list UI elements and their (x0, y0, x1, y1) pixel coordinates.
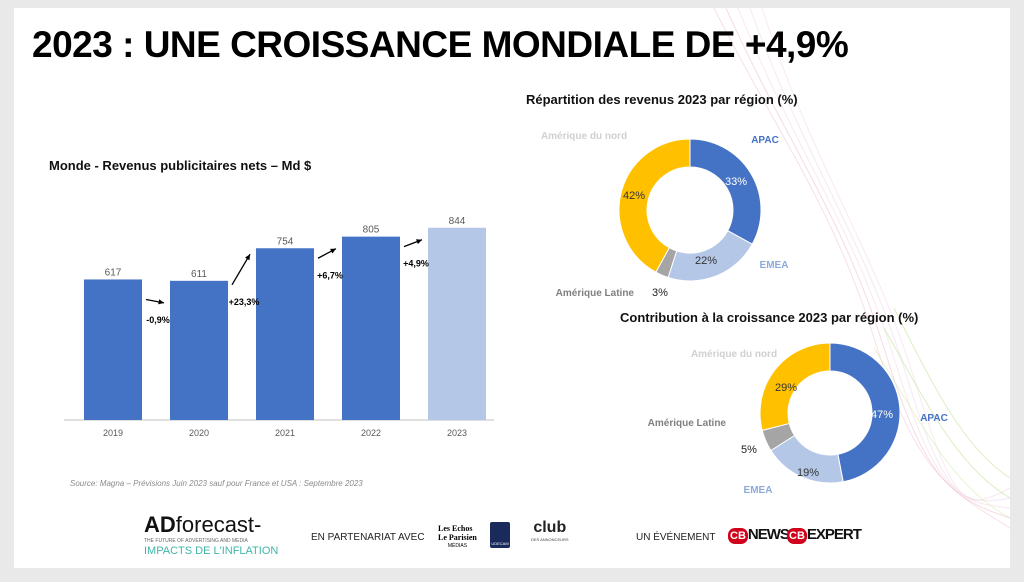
x-tick-label: 2020 (189, 428, 209, 438)
slide-title: 2023 : UNE CROISSANCE MONDIALE DE +4,9% (32, 24, 849, 65)
bar-value-label: 805 (363, 225, 380, 236)
bar-2021 (256, 248, 314, 420)
donut-slice-apac (689, 138, 762, 245)
donut-category-label: APAC (920, 413, 948, 424)
source-note: Source: Magna – Prévisions Juin 2023 sau… (70, 479, 363, 488)
donut-category-label: EMEA (760, 260, 789, 271)
donut-slice-amérique-du-nord (759, 342, 831, 432)
bar-2023 (428, 227, 486, 420)
bar-value-label: 844 (449, 216, 466, 227)
bar-2020 (170, 280, 228, 420)
donut-pct-label: 22% (695, 255, 717, 267)
brand-subtitle: IMPACTS DE L'INFLATION (144, 545, 279, 557)
decorative-waves (713, 8, 1010, 529)
cbexpert-logo: CB EXPERT (787, 526, 862, 544)
donut-category-label: Amérique du nord (691, 349, 777, 360)
donut1-title: Répartition des revenus 2023 par région … (526, 92, 798, 107)
bar-value-label: 617 (105, 267, 122, 278)
donut-pct-label: 29% (775, 382, 797, 394)
partner-text: EN PARTENARIAT AVEC (311, 532, 425, 543)
udecam-logo: UDECAM (490, 522, 510, 548)
x-tick-label: 2021 (275, 428, 295, 438)
brand-tagline: THE FUTURE OF ADVERTISING AND MEDIA (144, 538, 248, 544)
bar-2019 (84, 279, 142, 420)
lesechos-parisien-logo: Les Echos Le Parisien MÉDIAS (438, 524, 477, 549)
donut-pct-label: 33% (725, 176, 747, 188)
slide: 2023 : UNE CROISSANCE MONDIALE DE +4,9% … (14, 8, 1010, 568)
donut-pct-label: 42% (623, 190, 645, 202)
growth-label: +4,9% (403, 259, 429, 269)
club-annonceurs-logo: club DES ANNONCEURS (531, 519, 569, 543)
donut-pct-label: 47% (871, 409, 893, 421)
x-tick-label: 2022 (361, 428, 381, 438)
footer: ADforecast- THE FUTURE OF ADVERTISING AN… (14, 508, 1010, 568)
arrow-head (330, 248, 336, 254)
donut-category-label: EMEA (744, 485, 773, 493)
growth-label: +6,7% (317, 270, 343, 280)
bar-chart-title: Monde - Revenus publicitaires nets – Md … (49, 158, 312, 173)
donut-pct-label: 19% (797, 467, 819, 479)
bar-value-label: 611 (191, 269, 207, 280)
donut-category-label: Amérique Latine (648, 418, 727, 429)
growth-label: -0,9% (146, 315, 170, 325)
donut-category-label: Amérique Latine (556, 288, 635, 299)
donut2-title: Contribution à la croissance 2023 par ré… (620, 310, 919, 325)
x-tick-label: 2019 (103, 428, 123, 438)
donut-pct-label: 3% (652, 287, 668, 299)
donut-category-label: Amérique du nord (541, 131, 627, 142)
growth-arrow (231, 253, 251, 286)
x-tick-label: 2023 (447, 428, 467, 438)
donut-category-label: APAC (751, 135, 779, 146)
donut-chart-growth: 47% APAC 19% EMEA 5% Amérique Latine 29% Amériq… (648, 342, 948, 493)
adforecast-logo: ADforecast- (144, 512, 262, 537)
bar-value-label: 754 (277, 236, 294, 247)
arrow-head (245, 254, 250, 261)
bar-chart: 617 2019 611 2020 754 2021 805 2022 844 2023 -0,9%… (64, 216, 494, 438)
donut-chart-revenue: 33% APAC 22% EMEA 3% Amérique Latine 42% Amériq… (541, 131, 789, 299)
donut-pct-label: 5% (741, 444, 757, 456)
event-text: UN ÉVÉNEMENT (636, 532, 716, 543)
growth-label: +23,3% (229, 297, 260, 307)
arrow-head (416, 239, 422, 245)
donut-slice-apac (829, 342, 901, 483)
donut-slice-amérique-du-nord (618, 138, 691, 273)
arrow-head (158, 299, 164, 305)
cbnews-logo: CB NEWS (728, 526, 790, 544)
bar-2022 (342, 236, 400, 420)
